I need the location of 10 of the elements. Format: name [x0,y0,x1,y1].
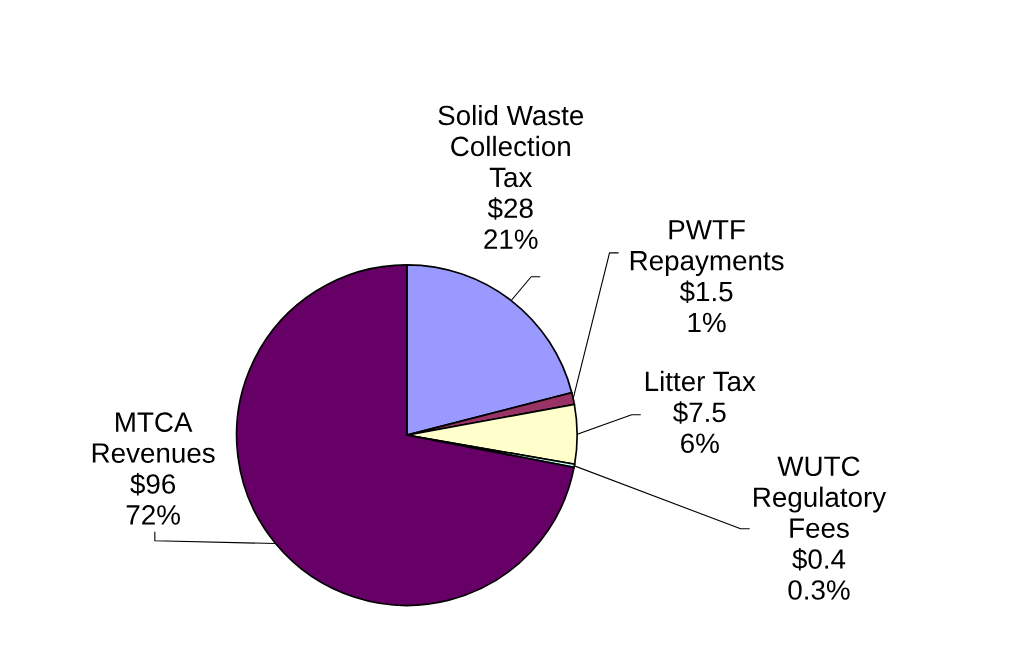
data-label: $0.4 0.3% [788,548,850,600]
slice-label: Solid Waste Collection Tax [438,104,584,188]
data-label: $1.5 1% [679,280,733,333]
slice-label: PWTF Repayments [630,220,784,276]
slice-label: Litter Tax [645,370,756,392]
slice-label: MTCA Revenues [92,412,215,463]
data-label: $7.5 6% [673,401,726,454]
data-label: $96 72% [126,472,180,525]
data-label: $28 21% [484,197,538,249]
slice-label: WUTC Regulatory Fees [754,456,887,538]
